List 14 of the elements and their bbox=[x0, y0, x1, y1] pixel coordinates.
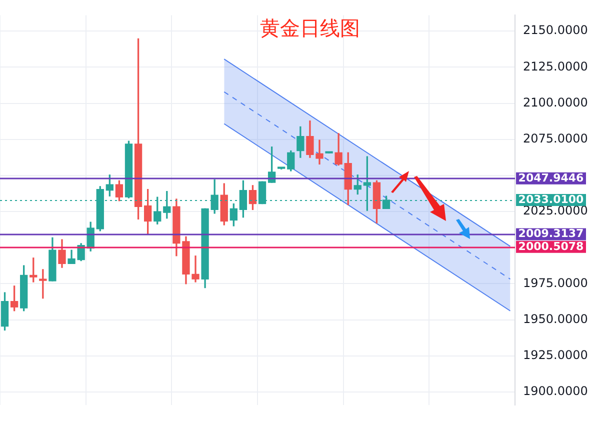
y-tick-label: 2150.0000 bbox=[523, 23, 588, 38]
y-tick-label: 2025.0000 bbox=[523, 204, 588, 218]
y-tick-label: 1925.0000 bbox=[523, 348, 588, 362]
y-tick-label: 2075.0000 bbox=[523, 131, 588, 146]
y-tick-label: 1975.0000 bbox=[523, 276, 588, 290]
ref-line-label: 2033.0100 bbox=[518, 192, 584, 206]
y-tick-label: 1950.0000 bbox=[523, 312, 588, 326]
ref-line-label: 2000.5078 bbox=[518, 240, 584, 253]
ref-line-label: 2047.9446 bbox=[518, 171, 584, 184]
y-tick-label: 2100.0000 bbox=[523, 95, 588, 110]
chart-title: 黄金日线图 bbox=[260, 16, 360, 40]
y-tick-label: 2125.0000 bbox=[523, 59, 588, 74]
ref-line-label: 2009.3137 bbox=[518, 227, 584, 240]
y-tick-label: 1900.0000 bbox=[523, 384, 588, 398]
